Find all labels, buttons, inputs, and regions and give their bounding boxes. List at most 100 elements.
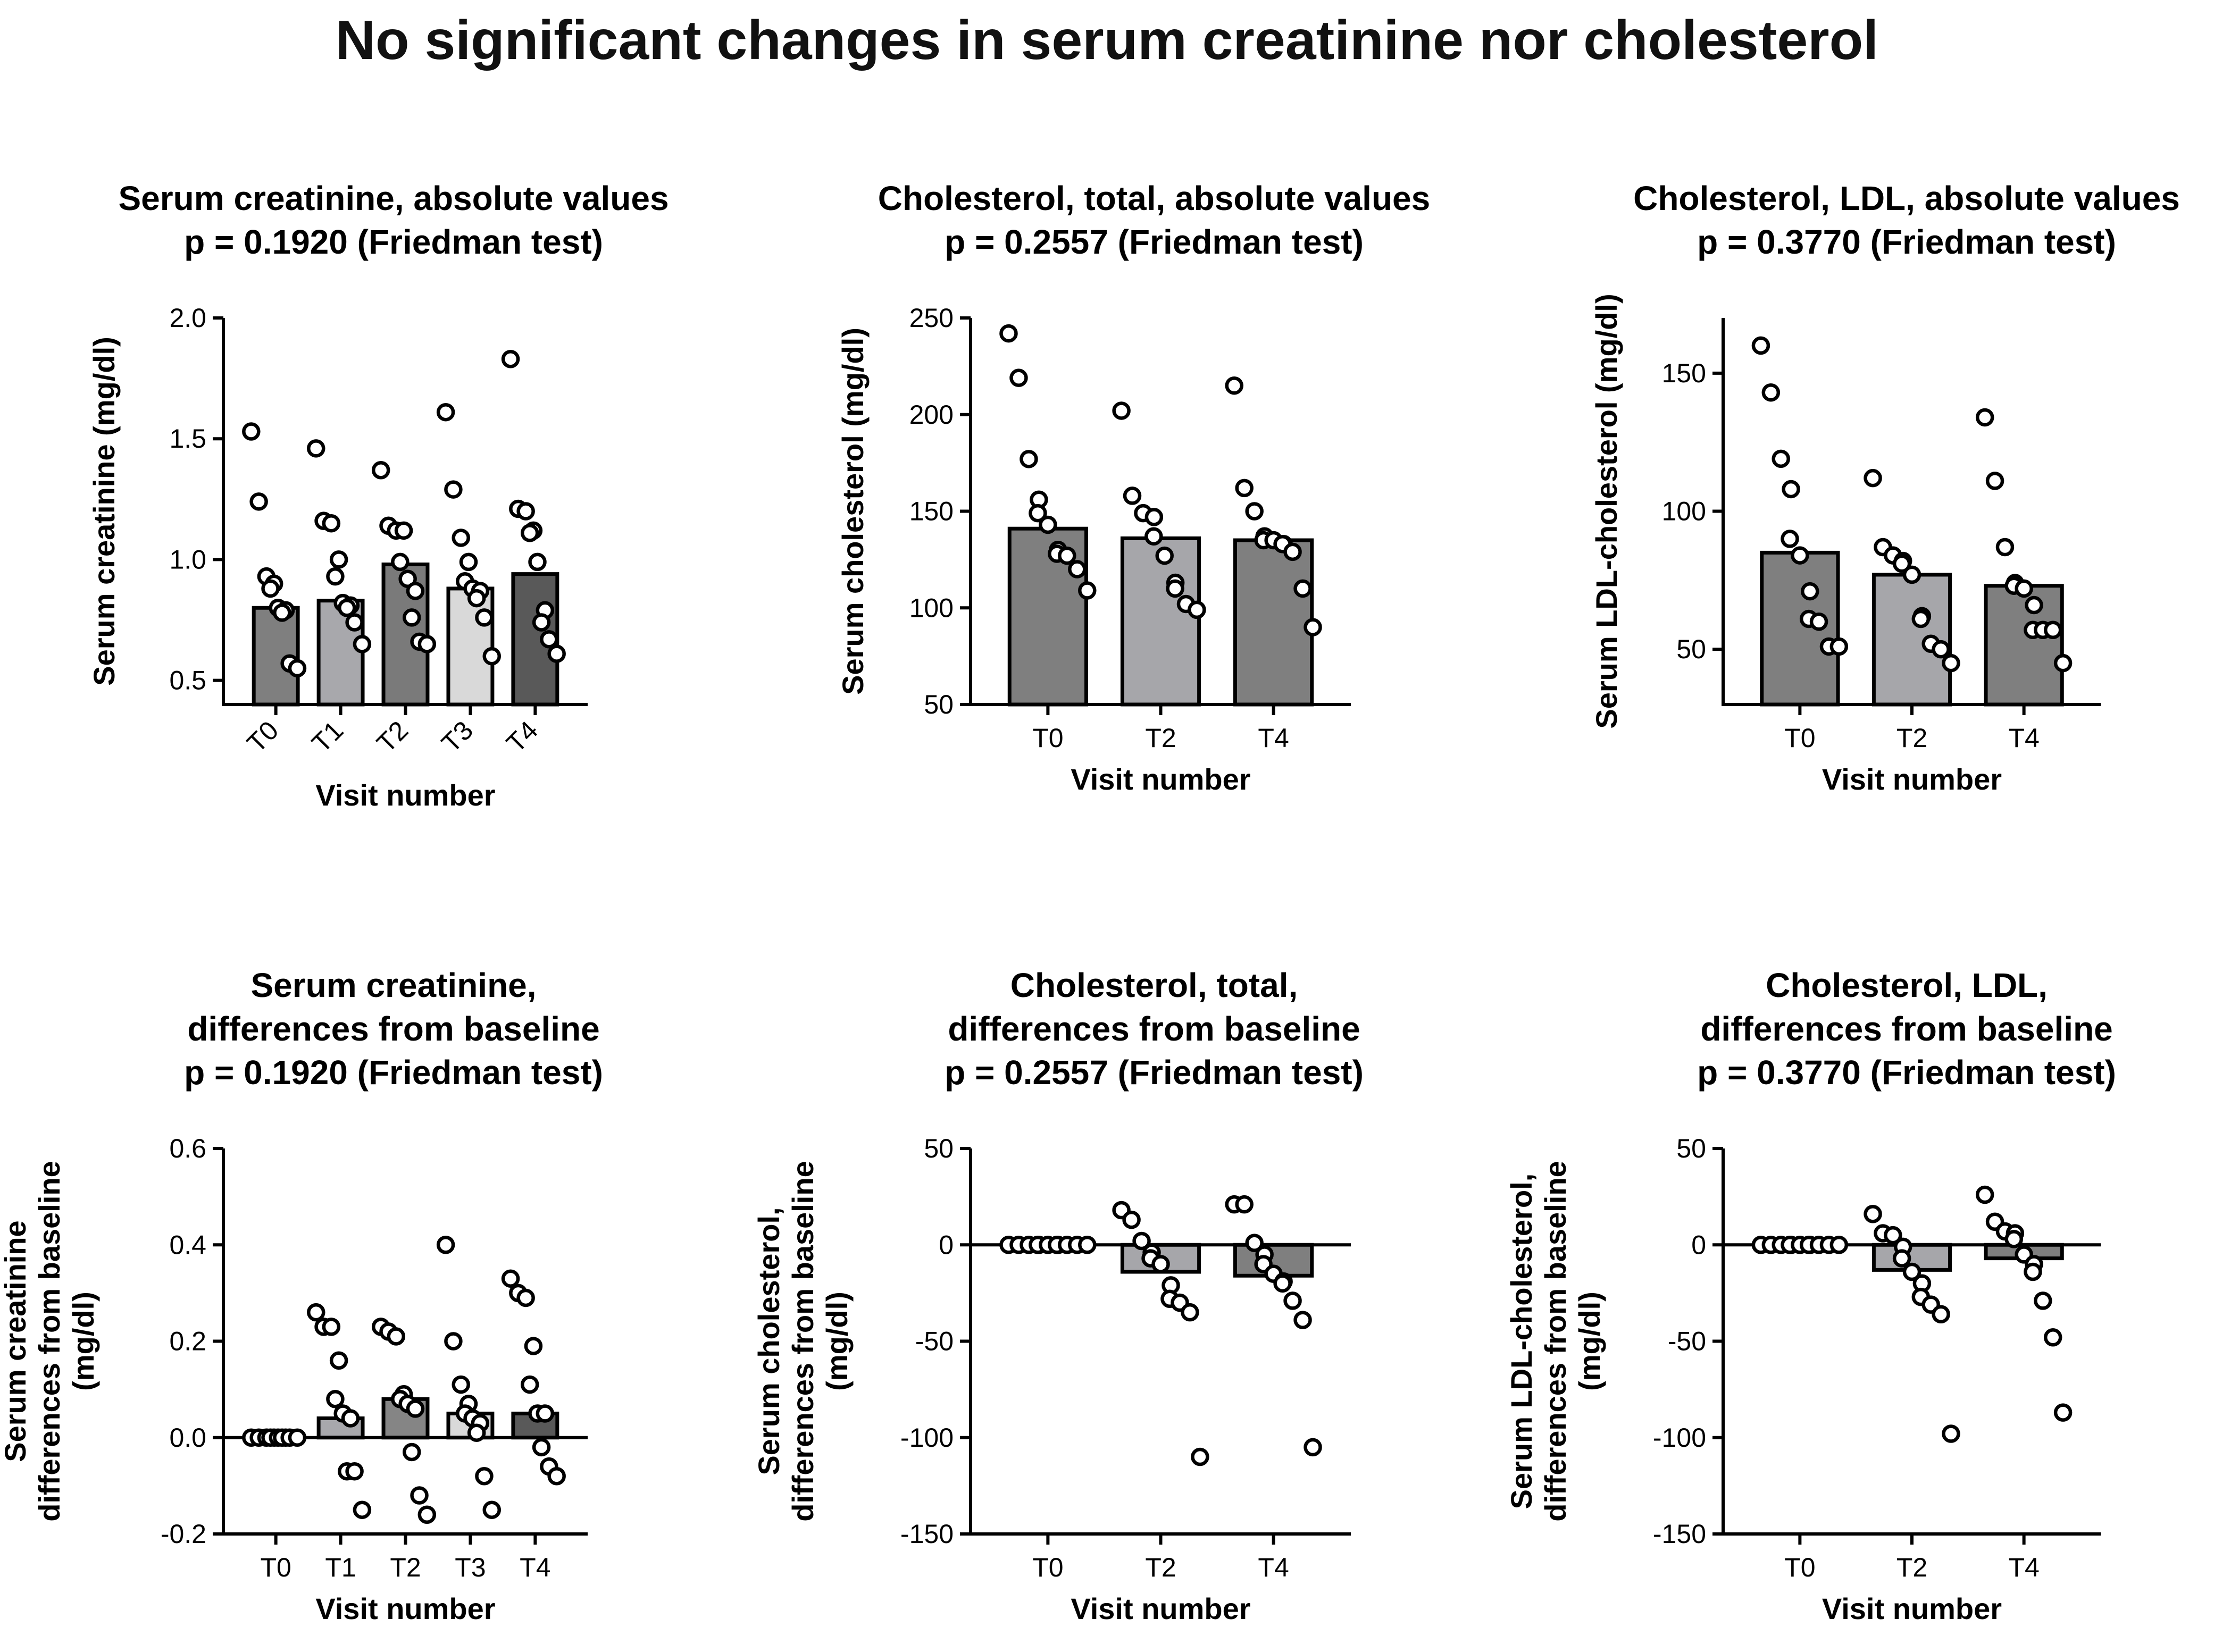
data-point [1283, 542, 1302, 561]
data-point [1123, 487, 1142, 505]
data-point [345, 613, 364, 632]
y-tick-label: 150 [909, 497, 954, 526]
data-point [1078, 1236, 1097, 1254]
data-point [1283, 1292, 1302, 1310]
y-tick-label: 250 [909, 303, 954, 333]
y-tick-label: -150 [900, 1519, 954, 1549]
chart-title-line: p = 0.2557 (Friedman test) [945, 223, 1364, 261]
chart-panel-chol-abs: Cholesterol, total, absolute values p = 0… [836, 179, 1430, 796]
bar-T3 [446, 586, 495, 707]
y-tick-label: 50 [1676, 1134, 1706, 1163]
x-tick-label-T2: T2 [1145, 1553, 1176, 1582]
data-point [329, 550, 348, 569]
data-point [1132, 1231, 1151, 1251]
y-tick-label: -100 [900, 1423, 954, 1453]
data-point [524, 1337, 543, 1355]
x-tick-label-T0: T0 [1784, 1553, 1815, 1582]
chart-title-line: p = 0.2557 (Friedman test) [945, 1053, 1364, 1092]
data-point [520, 1375, 539, 1394]
data-point [410, 1486, 429, 1505]
x-tick-label-T2: T2 [390, 1553, 421, 1582]
data-point [1029, 504, 1047, 523]
data-point [536, 1404, 555, 1423]
y-tick-label: 100 [1662, 497, 1706, 526]
y-tick-label: -150 [1653, 1519, 1706, 1549]
data-point [249, 492, 268, 511]
data-point [1304, 1438, 1322, 1457]
data-point [2025, 596, 2043, 615]
chart-title-line: differences from baseline [1700, 1010, 2112, 1048]
data-point [1068, 560, 1087, 578]
data-point [1809, 612, 1828, 631]
data-point [2053, 653, 2073, 673]
data-point [1058, 546, 1076, 565]
data-point [452, 529, 470, 547]
data-point [371, 461, 390, 480]
x-axis-label: Visit number [1071, 1592, 1250, 1625]
data-point [288, 659, 307, 678]
y-tick-label: 50 [924, 690, 954, 719]
y-tick-label: 0.5 [169, 666, 206, 695]
x-tick-label-T1: T1 [325, 1553, 356, 1582]
x-tick-label-T0: T0 [260, 1553, 291, 1582]
data-point [459, 552, 478, 572]
data-point [2004, 1230, 2023, 1248]
figure-title: No significant changes in serum creatini… [335, 10, 1879, 71]
data-point [1911, 609, 1931, 628]
x-tick-label-T0: T0 [241, 715, 285, 758]
data-point [1791, 546, 1809, 565]
y-axis-label-line: Serum LDL-cholesterol, [1505, 1173, 1538, 1510]
data-point [353, 1500, 372, 1519]
data-point [1191, 1447, 1209, 1466]
y-tick-label: 1.0 [169, 544, 206, 574]
data-point [322, 514, 341, 533]
chart-panel-creat-abs: Serum creatinine, absolute values p = 0.1… [87, 179, 669, 812]
data-point [417, 1505, 437, 1524]
y-tick-label: 1.5 [169, 424, 206, 454]
x-axis-label: Visit number [315, 778, 495, 812]
bar-T0 [1760, 550, 1840, 707]
y-tick-label: 0.6 [169, 1134, 206, 1163]
data-point [501, 349, 520, 368]
data-point [1995, 538, 2015, 557]
chart-title-line: Cholesterol, LDL, absolute values [1633, 179, 2180, 217]
data-point [475, 608, 494, 627]
data-point [452, 1375, 470, 1394]
x-tick-label-T2: T2 [1145, 723, 1176, 753]
x-tick-label-T4: T4 [2008, 1553, 2039, 1582]
data-point [436, 402, 455, 422]
y-tick-label: -100 [1653, 1423, 1706, 1453]
chart-panel-ldl-abs: Cholesterol, LDL, absolute values p = 0.3… [1590, 179, 2180, 796]
data-point [1975, 1185, 1994, 1204]
data-point [1782, 480, 1800, 499]
data-point [1181, 1303, 1199, 1322]
chart-title-line: Cholesterol, total, absolute values [878, 179, 1430, 217]
data-point [501, 1269, 520, 1288]
y-tick-label: 50 [1676, 634, 1706, 664]
y-axis-label-line: differences from baseline [1539, 1161, 1572, 1521]
data-point [1122, 1210, 1141, 1229]
x-axis-label: Visit number [1071, 762, 1250, 796]
data-point [2015, 579, 2033, 598]
data-point [1225, 376, 1243, 395]
data-point [322, 1318, 341, 1336]
data-point [1245, 1234, 1264, 1252]
data-point [547, 644, 566, 663]
data-point [1772, 449, 1790, 468]
data-point [1166, 579, 1184, 598]
x-axis-label: Visit number [1822, 1592, 2002, 1625]
data-point [1235, 479, 1254, 498]
x-tick-label-T0: T0 [1032, 1553, 1063, 1582]
data-point [341, 1409, 360, 1428]
x-axis-label: Visit number [315, 1592, 495, 1625]
x-tick-label-T4: T4 [2008, 723, 2039, 753]
data-point [338, 599, 356, 617]
data-point [475, 1467, 494, 1486]
data-point [345, 1462, 364, 1481]
data-point [528, 552, 547, 572]
x-tick-label-T2: T2 [1896, 1553, 1927, 1582]
y-axis-label-line: Serum cholesterol (mg/dl) [836, 328, 870, 695]
data-point [307, 439, 325, 458]
data-point [547, 1467, 566, 1486]
y-axis-label-line: Serum LDL-cholesterol (mg/dl) [1590, 293, 1623, 728]
